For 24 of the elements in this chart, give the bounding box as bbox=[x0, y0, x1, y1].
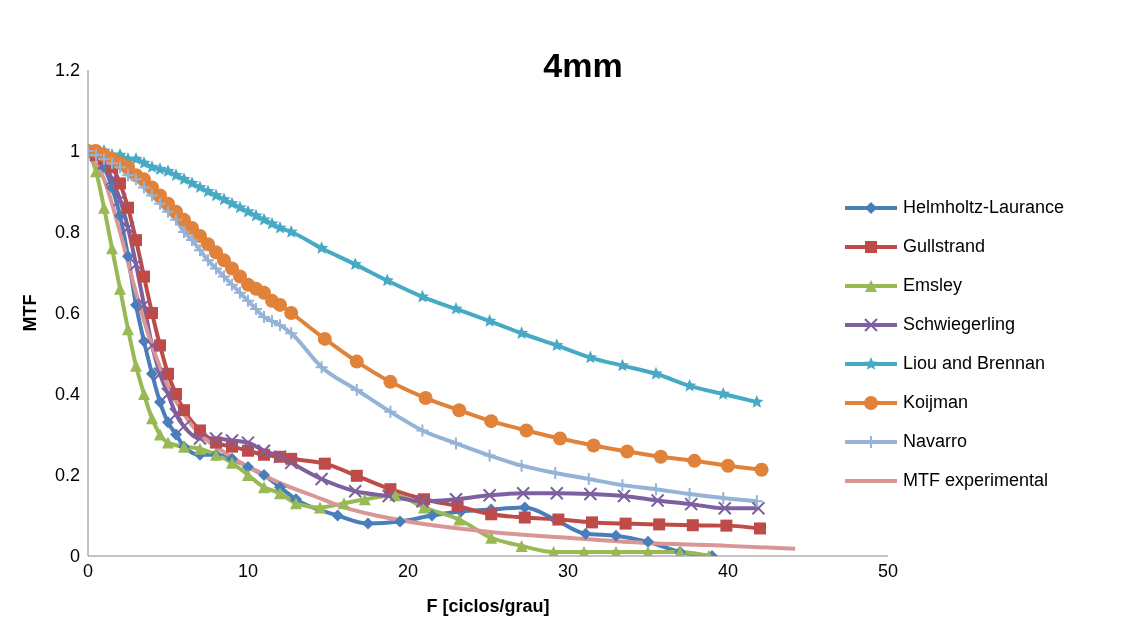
x-tick-label: 40 bbox=[717, 560, 739, 581]
x-tick-label: 50 bbox=[877, 560, 899, 581]
y-tick-label: 0.8 bbox=[54, 222, 80, 243]
legend-label: Navarro bbox=[903, 431, 968, 452]
legend-label: Helmholtz-Laurance bbox=[903, 197, 1065, 218]
x-tick-label: 0 bbox=[82, 560, 94, 581]
y-tick-label: 0 bbox=[69, 546, 80, 567]
legend-label: Emsley bbox=[903, 275, 963, 296]
x-tick-label: 30 bbox=[557, 560, 579, 581]
x-tick-label: 20 bbox=[397, 560, 419, 581]
y-axis-title: MTF bbox=[20, 294, 41, 332]
legend-label: Schwiegerling bbox=[903, 314, 1016, 335]
y-tick-label: 0.4 bbox=[54, 384, 80, 405]
chart-title: 4mm bbox=[542, 46, 624, 85]
y-tick-label: 0.2 bbox=[54, 465, 80, 486]
legend-label: MTF experimental bbox=[903, 470, 1049, 491]
x-tick-label: 10 bbox=[237, 560, 259, 581]
legend-label: Koijman bbox=[903, 392, 969, 413]
y-tick-label: 1 bbox=[69, 141, 80, 162]
legend-label: Liou and Brennan bbox=[903, 353, 1046, 374]
x-axis-title: F [ciclos/grau] bbox=[426, 596, 550, 616]
y-tick-label: 0.6 bbox=[54, 303, 80, 324]
y-tick-label: 1.2 bbox=[54, 60, 80, 81]
legend-label: Gullstrand bbox=[903, 236, 986, 257]
